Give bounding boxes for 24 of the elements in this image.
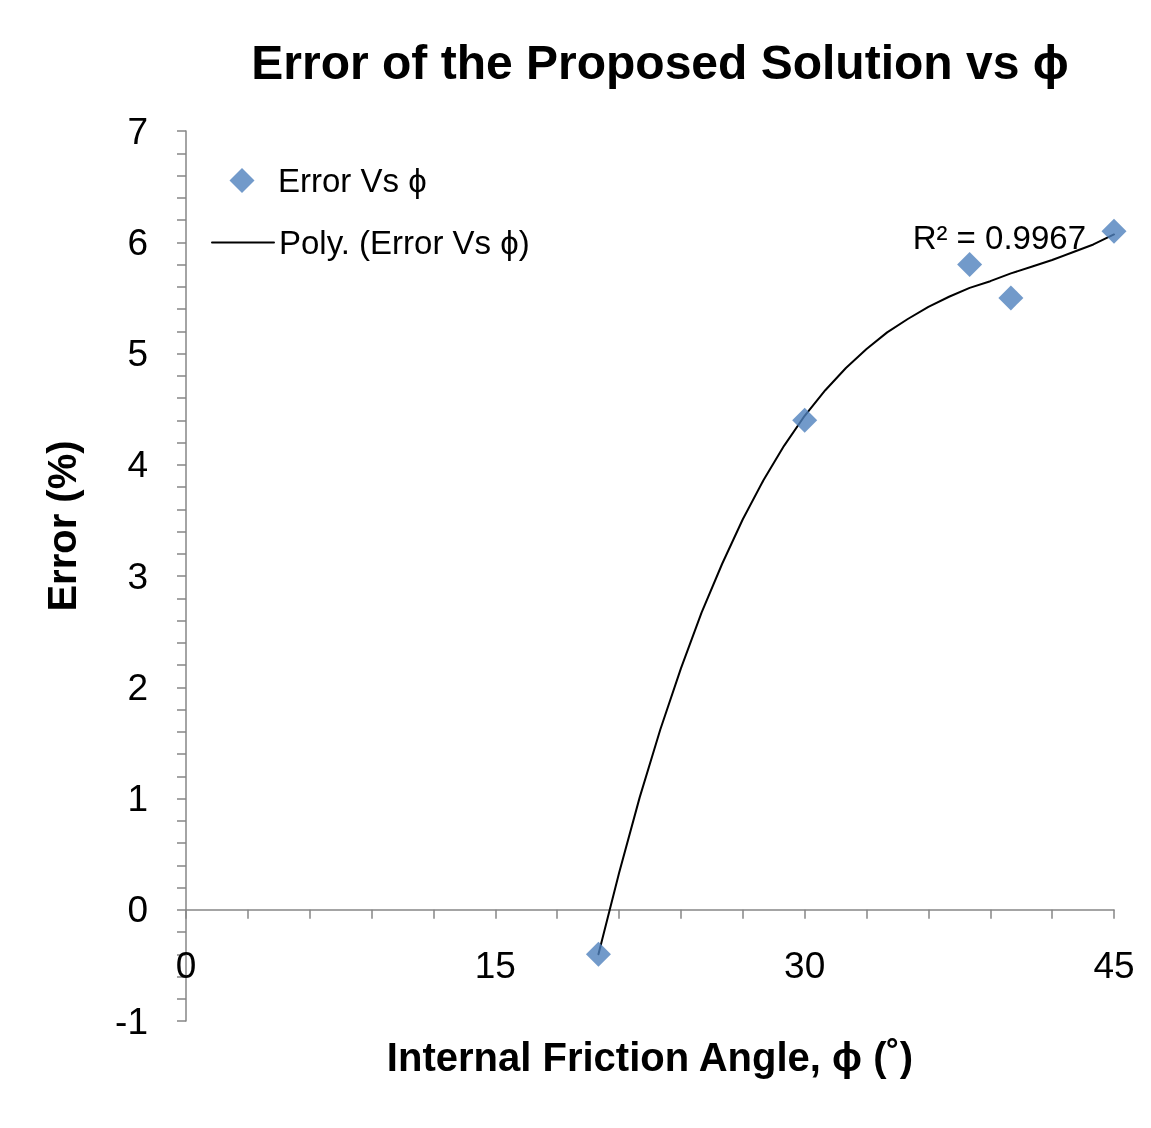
y-tick-label: 3 (127, 555, 148, 597)
y-tick-label: 6 (127, 221, 148, 263)
y-tick-label: 7 (127, 110, 148, 152)
legend-label: Error Vs ϕ (278, 162, 427, 199)
x-tick-label: 15 (474, 944, 516, 986)
point (998, 285, 1024, 311)
legend-label: Poly. (Error Vs ϕ) (279, 224, 530, 261)
y-tick-label: 2 (127, 666, 148, 708)
x-tick-label: 45 (1093, 944, 1135, 986)
point (792, 407, 818, 433)
x-tick-label: 0 (175, 944, 197, 986)
y-axis-title: Error (%) (40, 440, 84, 612)
x-axis-title: Internal Friction Angle, ϕ (˚) (386, 1034, 914, 1079)
y-tick-label: 0 (127, 889, 148, 931)
point (585, 941, 611, 967)
y-tick-label: 5 (127, 333, 148, 374)
annotation: R² = 0.9967 (912, 218, 1086, 256)
point (1101, 218, 1127, 244)
y-tick-label: -1 (115, 1000, 148, 1042)
chart-title: Error of the Proposed Solution vs ϕ (250, 35, 1070, 91)
y-tick-label: 1 (127, 778, 148, 819)
y-tick-label: 4 (127, 444, 148, 486)
point (957, 252, 983, 277)
x-tick-label: 30 (784, 944, 826, 986)
